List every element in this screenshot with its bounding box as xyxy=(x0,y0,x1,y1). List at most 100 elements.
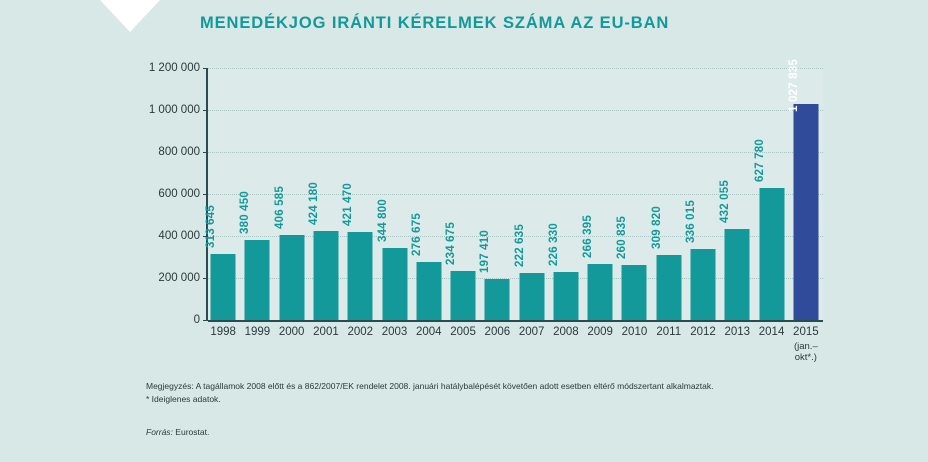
bar[interactable] xyxy=(313,230,339,320)
gridline xyxy=(208,320,823,322)
bar-slot: 309 820 xyxy=(650,68,686,320)
source-label: Forrás: xyxy=(146,427,173,437)
note-provisional: * Ideiglenes adatok. xyxy=(146,394,221,404)
bar[interactable] xyxy=(587,264,613,320)
bar[interactable] xyxy=(484,278,510,320)
bar-slot: 1 027 835 xyxy=(788,59,823,320)
x-axis-tick-label: 2008 xyxy=(549,326,583,338)
axis-tick-mark xyxy=(203,278,208,279)
bar-slot: 276 675 xyxy=(410,68,446,320)
bar-slot: 421 470 xyxy=(342,68,377,320)
x-axis-year: 2013 xyxy=(724,326,751,338)
y-axis-tick-label: 800 000 xyxy=(158,146,200,158)
bar[interactable] xyxy=(210,254,236,320)
x-axis-tick-label: 2003 xyxy=(377,326,411,338)
gridline xyxy=(208,68,823,69)
bar[interactable] xyxy=(621,265,647,320)
plot-area xyxy=(203,68,823,322)
bar-slot: 260 835 xyxy=(616,68,651,320)
x-axis-year: 2006 xyxy=(484,326,511,338)
x-axis-year: 2010 xyxy=(621,326,648,338)
bar-value-label: 266 395 xyxy=(582,215,595,259)
x-axis-tick-label: 2015 (jan.– okt*.) xyxy=(789,326,823,363)
gridline xyxy=(208,110,823,111)
bar-slot: 266 395 xyxy=(582,68,617,320)
axis-tick-mark xyxy=(203,194,208,195)
bar-slot: 344 800 xyxy=(377,68,411,320)
bar[interactable] xyxy=(724,229,750,320)
y-axis-tick-label: 1 200 000 xyxy=(148,62,200,74)
x-axis-year: 2007 xyxy=(518,326,545,338)
gridline xyxy=(208,152,823,153)
bar-slot: 406 585 xyxy=(274,68,309,320)
x-axis-tick-label: 2011 xyxy=(652,326,686,338)
x-axis-year: 2008 xyxy=(553,326,579,338)
bar[interactable] xyxy=(244,240,270,320)
x-axis-year: 2004 xyxy=(415,326,442,338)
x-axis-year: 2002 xyxy=(347,326,374,338)
bar[interactable] xyxy=(793,104,819,320)
bar[interactable] xyxy=(347,231,373,320)
x-axis-tick-label: 2014 xyxy=(754,326,788,338)
x-axis-tick-label: 2002 xyxy=(343,326,377,338)
bar-slot: 380 450 xyxy=(239,68,274,320)
x-axis-year: 2011 xyxy=(656,326,682,338)
gridline xyxy=(208,236,823,237)
chart-notes: Megjegyzés: A tagállamok 2008 előtt és a… xyxy=(146,380,846,406)
bar-value-label: 276 675 xyxy=(410,212,423,256)
x-axis-sublabel-line2: okt*.) xyxy=(794,352,817,363)
x-axis-year: 2014 xyxy=(758,326,785,338)
x-axis-year: 1998 xyxy=(210,326,236,338)
bar-slot: 424 180 xyxy=(308,68,343,320)
bar[interactable] xyxy=(656,254,682,320)
page-title: MENEDÉKJOG IRÁNTI KÉRELMEK SZÁMA AZ EU-B… xyxy=(200,14,670,32)
x-axis-tick-label: 2012 xyxy=(686,326,720,338)
x-axis-tick-label: 2005 xyxy=(446,326,480,338)
bar-value-label: 197 410 xyxy=(479,229,492,273)
bar[interactable] xyxy=(519,273,545,320)
x-axis-tick-label: 1999 xyxy=(240,326,274,338)
x-axis-tick-label: 2004 xyxy=(412,326,446,338)
bar-value-label: 309 820 xyxy=(650,205,663,249)
x-axis: 1998 1999 2000 2001 2002 2003 2004 2005 2006 2007… xyxy=(206,326,823,386)
x-axis-year: 2003 xyxy=(381,326,408,338)
x-axis-tick-label: 2010 xyxy=(617,326,651,338)
bar-slot: 234 675 xyxy=(445,68,480,320)
note-methodology: Megjegyzés: A tagállamok 2008 előtt és a… xyxy=(146,381,714,391)
bar-slot: 627 780 xyxy=(754,68,788,320)
source-value: Eurostat. xyxy=(175,427,210,437)
bar-value-label: 336 015 xyxy=(685,200,697,244)
x-axis-year: 2009 xyxy=(587,326,613,338)
axis-tick-mark xyxy=(203,68,208,69)
bar-slot: 313 645 xyxy=(205,68,240,320)
gridline xyxy=(208,194,823,195)
y-axis-tick-label: 600 000 xyxy=(158,188,200,200)
x-axis-year: 2000 xyxy=(278,326,305,338)
bar[interactable] xyxy=(690,249,716,320)
bar[interactable] xyxy=(382,247,407,320)
bar-series: 313 645 380 450 406 585 424 180 421 470 344 8… xyxy=(205,59,823,320)
bar-slot: 336 015 xyxy=(685,68,720,320)
x-axis-tick-label: 2006 xyxy=(480,326,514,338)
bar-slot: 432 055 xyxy=(719,68,754,320)
x-axis-tick-label: 2013 xyxy=(720,326,754,338)
axis-tick-mark xyxy=(203,110,208,111)
bar-value-label: 432 055 xyxy=(719,180,732,224)
bar-value-label: 313 645 xyxy=(205,205,218,249)
x-axis-year: 2005 xyxy=(450,326,476,338)
bar-value-label: 1 027 835 xyxy=(787,59,800,113)
bar[interactable] xyxy=(279,234,305,320)
axis-tick-mark xyxy=(203,236,208,237)
y-axis-tick-label: 0 xyxy=(193,314,200,326)
axis-tick-mark xyxy=(203,152,208,153)
bar[interactable] xyxy=(416,261,442,320)
bar[interactable] xyxy=(759,188,785,320)
bar-value-label: 627 780 xyxy=(753,139,766,183)
bar[interactable] xyxy=(450,270,476,320)
bar-slot: 222 635 xyxy=(514,68,549,320)
bar[interactable] xyxy=(553,272,579,320)
x-axis-year: 2001 xyxy=(313,326,339,338)
axis-tick-mark xyxy=(203,320,208,321)
x-axis-tick-label: 2000 xyxy=(275,326,309,338)
